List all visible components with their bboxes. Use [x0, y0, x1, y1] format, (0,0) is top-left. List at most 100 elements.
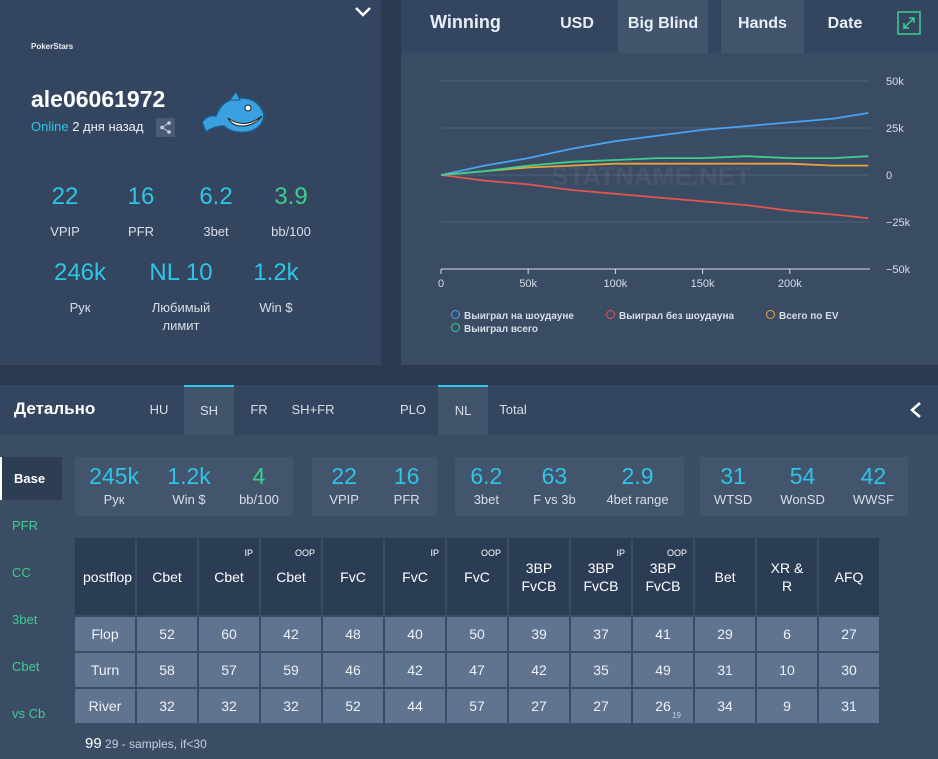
- column-label: FvC: [402, 568, 428, 585]
- username: ale06061972: [31, 86, 166, 112]
- graph-panel: Winning USD Big Blind Hands Date 50k 25k 0 −25…: [401, 0, 938, 365]
- cell: 41: [633, 617, 693, 651]
- format-tab[interactable]: HU: [149, 402, 169, 417]
- stat-label: F vs 3b: [533, 492, 576, 507]
- stat-value: 3.9: [274, 183, 308, 210]
- graph-tab[interactable]: USD: [560, 15, 594, 32]
- side-tab[interactable]: Cbet: [12, 659, 40, 674]
- stat-label: Рук: [69, 300, 91, 315]
- stat-value: 31: [720, 463, 746, 489]
- legend-item[interactable]: Выиграл без шоудауна: [606, 310, 734, 322]
- graph-tab[interactable]: Date: [827, 15, 863, 32]
- header-row: postflop Cbet Cbet IP Cbet OOP FvC FvC IP FvC OOP 3…: [75, 538, 879, 615]
- cell: 44: [385, 689, 445, 723]
- stat-group: 31 WTSD 54 WonSD 42 WWSF: [700, 457, 908, 516]
- column-header: 3BP FvCB IP: [571, 538, 631, 615]
- profile-stat: 3.9 bb/100: [236, 183, 346, 241]
- group-stat: 16 PFR: [394, 457, 420, 516]
- x-tick-label: 100k: [603, 278, 627, 290]
- profile-stat: 22 VPIP: [10, 183, 120, 241]
- side-tab[interactable]: Base: [0, 457, 62, 500]
- y-tick-label: 50k: [886, 76, 904, 88]
- stat-value: NL 10: [149, 259, 213, 286]
- game-tab[interactable]: PLO: [399, 402, 426, 417]
- column-header: postflop: [75, 538, 135, 615]
- column-tag: IP: [430, 548, 439, 558]
- side-tab[interactable]: CC: [12, 565, 31, 580]
- expand-icon[interactable]: [897, 11, 921, 35]
- stat-value: 6.2: [199, 183, 233, 210]
- profile-stat: 16 PFR: [86, 183, 196, 241]
- column-label: 3BP FvCB: [645, 559, 681, 594]
- side-tab[interactable]: vs Cb: [12, 706, 46, 721]
- column-label: Cbet: [214, 568, 244, 585]
- graph-header: Winning USD Big Blind Hands Date: [401, 0, 938, 53]
- avatar: [201, 92, 265, 134]
- group-stat: 31 WTSD: [714, 457, 752, 516]
- stat-value: 246k: [53, 259, 107, 286]
- cell: 34: [695, 689, 755, 723]
- cell: 27: [571, 689, 631, 723]
- stat-label: bb/100: [271, 224, 311, 239]
- cell: 58: [137, 653, 197, 687]
- legend-marker: [451, 310, 460, 319]
- group-stat: 54 WonSD: [780, 457, 825, 516]
- cell: 32: [199, 689, 259, 723]
- column-label: XR & R: [770, 559, 804, 594]
- x-tick-label: 200k: [778, 278, 802, 290]
- stat-group: 245k Рук 1.2k Win $ 4 bb/100: [75, 457, 293, 516]
- cell: 57: [447, 689, 507, 723]
- format-tab[interactable]: SH: [184, 385, 234, 435]
- legend-item[interactable]: Выиграл на шоудауне: [451, 310, 574, 322]
- stat-value: 1.2k: [167, 463, 211, 489]
- game-tab[interactable]: NL: [438, 385, 488, 435]
- stat-value: 245k: [89, 463, 140, 489]
- cell: 42: [385, 653, 445, 687]
- stat-label: VPIP: [50, 224, 80, 239]
- side-tab[interactable]: 3bet: [12, 612, 38, 627]
- stat-label: bb/100: [239, 492, 279, 507]
- legend-item[interactable]: Всего по EV: [766, 310, 839, 322]
- cell: 35: [571, 653, 631, 687]
- stat-label: WTSD: [714, 492, 753, 507]
- graph-tab[interactable]: Big Blind: [618, 0, 708, 53]
- stat-label: VPIP: [329, 492, 359, 507]
- last-seen: 2 дня назад: [72, 119, 144, 134]
- row-label: River: [75, 689, 135, 723]
- cell: 59: [261, 653, 321, 687]
- column-header: FvC OOP: [447, 538, 507, 615]
- stat-value: 54: [789, 463, 816, 489]
- stat-group: 22 VPIP 16 PFR: [312, 457, 437, 516]
- graph-tab[interactable]: Hands: [721, 0, 804, 53]
- side-tab[interactable]: PFR: [12, 518, 38, 533]
- column-label: 3BP FvCB: [521, 559, 557, 594]
- collapse-icon[interactable]: [354, 4, 372, 20]
- game-tab[interactable]: Total: [499, 402, 527, 417]
- back-icon[interactable]: [908, 401, 924, 419]
- column-tag: OOP: [666, 548, 687, 558]
- share-button[interactable]: [156, 118, 175, 137]
- column-label: AFQ: [834, 568, 864, 585]
- profile-stat: 246k Рук: [25, 259, 135, 317]
- stat-label: Win $: [172, 492, 206, 507]
- y-tick-label: 0: [886, 170, 892, 182]
- cell: 60: [199, 617, 259, 651]
- cell: 6: [757, 617, 817, 651]
- stat-value: 16: [393, 463, 420, 489]
- y-tick-label: −25k: [886, 217, 911, 229]
- column-header: Bet: [695, 538, 755, 615]
- detail-header: Детально HU SH FR SH+FR PLO NL Total: [0, 385, 938, 435]
- legend-item[interactable]: Выиграл всего: [451, 323, 538, 335]
- stat-label: Win $: [259, 300, 293, 315]
- stat-value: 6.2: [470, 463, 503, 489]
- chart: 50k 25k 0 −25k −50k 0 50k 100k 150k 200k STATNAME.…: [438, 76, 911, 290]
- column-header: FvC: [323, 538, 383, 615]
- legend-marker: [606, 310, 615, 319]
- profile-stat: 6.2 3bet: [161, 183, 271, 241]
- stats-table: postflop Cbet Cbet IP Cbet OOP FvC FvC IP FvC OOP 3…: [73, 536, 881, 725]
- format-tab[interactable]: FR: [250, 402, 268, 417]
- format-tab[interactable]: SH+FR: [291, 402, 335, 417]
- cell: 52: [137, 617, 197, 651]
- cell: 31: [819, 689, 879, 723]
